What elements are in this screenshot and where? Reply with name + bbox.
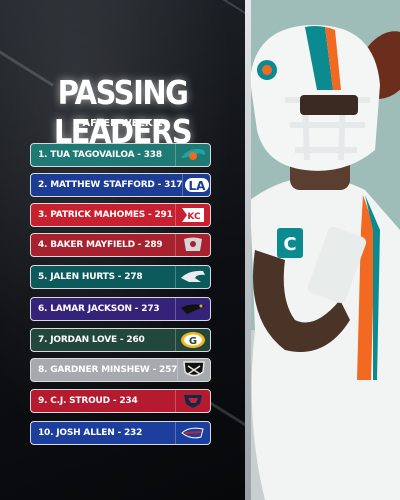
buccaneers-icon: [175, 234, 210, 256]
ravens-icon: [175, 298, 210, 320]
leader-row: 5. JALEN HURTS - 278: [30, 265, 211, 289]
leader-label: 10. JOSH ALLEN - 232: [38, 428, 143, 438]
page-title: PASSING LEADERS: [53, 73, 193, 152]
leader-row: 2. MATTHEW STAFFORD - 317 LA: [30, 173, 211, 197]
leader-label: 7. JORDAN LOVE - 260: [38, 335, 145, 345]
dolphins-icon: [175, 144, 210, 166]
panel-divider: [245, 0, 251, 500]
leader-row: 4. BAKER MAYFIELD - 289: [30, 233, 211, 257]
leader-label: 5. JALEN HURTS - 278: [38, 272, 143, 282]
leader-label: 1. TUA TAGOVAILOA - 338: [38, 150, 162, 160]
bills-icon: [175, 422, 210, 444]
leader-row: 3. PATRICK MAHOMES - 291 KC: [30, 203, 211, 227]
leader-row: 9. C.J. STROUD - 234: [30, 389, 211, 413]
svg-text:KC: KC: [187, 212, 201, 222]
packers-icon: G: [175, 329, 210, 351]
leader-label: 2. MATTHEW STAFFORD - 317: [38, 180, 183, 190]
leader-label: 6. LAMAR JACKSON - 273: [38, 304, 160, 314]
leader-row: 1. TUA TAGOVAILOA - 338: [30, 143, 211, 167]
leader-row: 6. LAMAR JACKSON - 273: [30, 297, 211, 321]
player-photo: C: [245, 0, 400, 500]
leader-label: 8. GARDNER MINSHEW - 257: [38, 365, 178, 375]
raiders-icon: [177, 359, 210, 381]
leader-label: 3. PATRICK MAHOMES - 291: [38, 210, 173, 220]
svg-text:LA: LA: [189, 179, 207, 193]
chiefs-icon: KC: [175, 204, 210, 226]
leader-row: 7. JORDAN LOVE - 260 G: [30, 328, 211, 352]
svg-text:G: G: [189, 336, 197, 347]
texans-icon: [175, 390, 210, 412]
leader-row: 10. JOSH ALLEN - 232: [30, 421, 211, 445]
leader-label: 9. C.J. STROUD - 234: [38, 396, 138, 406]
page-subtitle: AFTER WEEK 1: [82, 118, 163, 129]
eagles-icon: [175, 266, 210, 288]
leader-label: 4. BAKER MAYFIELD - 289: [38, 240, 163, 250]
svg-text:C: C: [283, 234, 296, 255]
rams-icon: LA: [182, 174, 210, 196]
leader-row: 8. GARDNER MINSHEW - 257: [30, 358, 211, 382]
